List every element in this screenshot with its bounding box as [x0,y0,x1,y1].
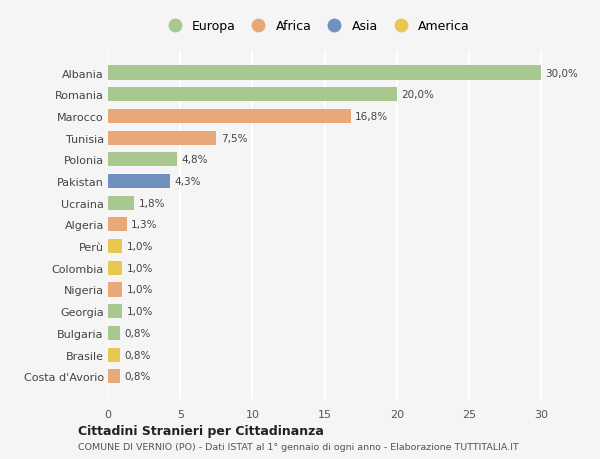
Text: 4,3%: 4,3% [175,177,201,187]
Text: 1,0%: 1,0% [127,285,153,295]
Text: 1,3%: 1,3% [131,220,158,230]
Bar [108,174,170,189]
Text: 4,8%: 4,8% [182,155,208,165]
Text: 1,0%: 1,0% [127,307,153,317]
Text: 16,8%: 16,8% [355,112,388,122]
Bar [108,261,122,275]
Bar [108,196,134,210]
Text: COMUNE DI VERNIO (PO) - Dati ISTAT al 1° gennaio di ogni anno - Elaborazione TUT: COMUNE DI VERNIO (PO) - Dati ISTAT al 1°… [78,442,519,451]
Bar [108,88,397,102]
Text: 1,0%: 1,0% [127,241,153,252]
Bar [108,67,541,80]
Bar [108,304,122,319]
Bar [108,369,119,383]
Text: 30,0%: 30,0% [545,68,578,78]
Text: 0,8%: 0,8% [124,371,150,381]
Text: 7,5%: 7,5% [221,133,247,143]
Text: 1,8%: 1,8% [139,198,165,208]
Text: 1,0%: 1,0% [127,263,153,273]
Bar [108,131,216,146]
Bar [108,218,127,232]
Text: Cittadini Stranieri per Cittadinanza: Cittadini Stranieri per Cittadinanza [78,424,324,437]
Bar [108,240,122,253]
Legend: Europa, Africa, Asia, America: Europa, Africa, Asia, America [157,15,475,38]
Bar [108,110,350,124]
Text: 20,0%: 20,0% [401,90,434,100]
Bar [108,326,119,340]
Bar [108,283,122,297]
Text: 0,8%: 0,8% [124,328,150,338]
Bar [108,348,119,362]
Bar [108,153,178,167]
Text: 0,8%: 0,8% [124,350,150,360]
